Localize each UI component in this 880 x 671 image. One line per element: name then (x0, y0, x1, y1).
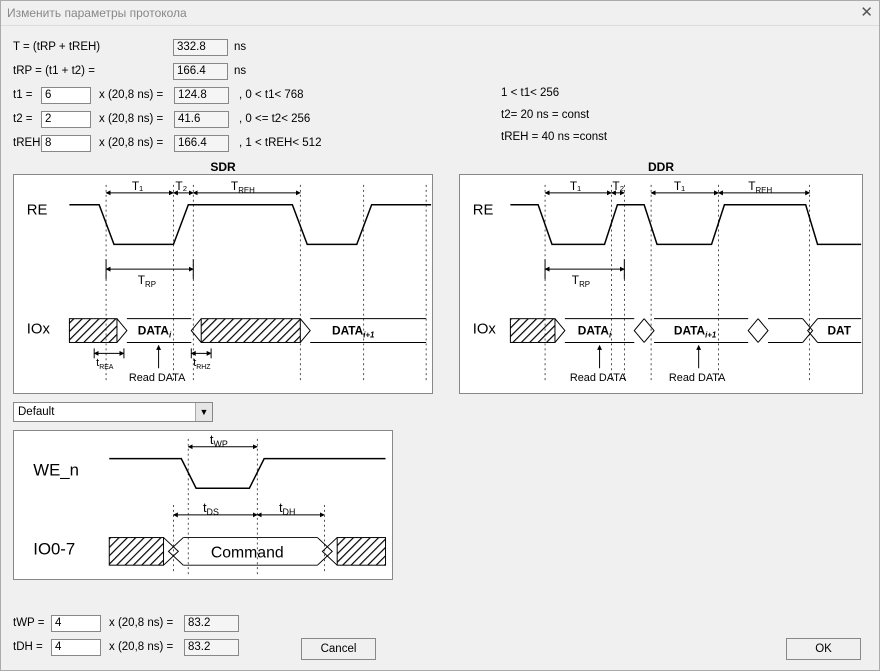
tDH-input[interactable] (51, 639, 101, 656)
tWP-calc (184, 615, 239, 632)
svg-text:IOx: IOx (27, 322, 51, 338)
tRP-value (173, 63, 228, 80)
svg-text:Read DATA: Read DATA (129, 372, 186, 384)
right-t2: t2= 20 ns = const (501, 104, 607, 126)
T-value (173, 39, 228, 56)
tREH-calc (174, 135, 229, 152)
svg-text:T₁: T₁ (570, 179, 581, 193)
t1-label: t1 = (13, 89, 41, 101)
svg-text:Read DATA: Read DATA (669, 372, 726, 384)
sdr-label: SDR (13, 160, 433, 174)
svg-text:IOx: IOx (473, 322, 497, 338)
t1-input[interactable] (41, 87, 91, 104)
cancel-button[interactable]: Cancel (301, 638, 376, 660)
ddr-diagram: RE T₁ T₂ T₁ (459, 174, 863, 394)
mult-label: x (20,8 ns) = (91, 137, 174, 149)
tWP-input[interactable] (51, 615, 101, 632)
right-info: 1 < t1< 256 t2= 20 ns = const tREH = 40 … (501, 82, 607, 148)
svg-text:Read DATA: Read DATA (570, 372, 627, 384)
unit-ns: ns (228, 65, 264, 77)
svg-text:T₂: T₂ (612, 179, 624, 193)
tREH-label: tREH (13, 137, 41, 149)
svg-text:RE: RE (473, 203, 494, 219)
tREH-bound: , 1 < tREH< 512 (229, 137, 321, 149)
svg-text:RE: RE (27, 203, 48, 219)
t2-input[interactable] (41, 111, 91, 128)
dropdown-value: Default (18, 406, 54, 418)
svg-text:DAT: DAT (827, 324, 851, 338)
tDH-label: tDH = (13, 641, 51, 653)
mult-label: x (20,8 ns) = (101, 641, 184, 653)
svg-text:WE_n: WE_n (33, 460, 79, 479)
svg-text:TREH: TREH (231, 179, 255, 195)
sdr-diagram: RE T₁ T₂ (13, 174, 433, 394)
svg-text:IO0-7: IO0-7 (33, 539, 75, 558)
tWP-label: tWP = (13, 617, 51, 629)
ddr-label: DDR (459, 160, 863, 174)
t2-calc (174, 111, 229, 128)
dialog-window: Изменить параметры протокола ✕ T = (tRP … (0, 0, 880, 671)
svg-text:T₁: T₁ (674, 179, 685, 193)
mult-label: x (20,8 ns) = (91, 89, 174, 101)
t2-bound: , 0 <= t2< 256 (229, 113, 310, 125)
ok-button[interactable]: OK (786, 638, 861, 660)
svg-text:tWP: tWP (210, 432, 228, 449)
svg-text:DATAi+1: DATAi+1 (332, 324, 374, 340)
svg-text:Command: Command (211, 544, 284, 561)
mult-label: x (20,8 ns) = (101, 617, 184, 629)
svg-text:TRP: TRP (572, 273, 590, 289)
tRP-label: tRP = (t1 + t2) = (13, 65, 173, 77)
tREH-input[interactable] (41, 135, 91, 152)
svg-text:TREH: TREH (748, 179, 772, 195)
unit-ns: ns (228, 41, 264, 53)
svg-text:tREA: tREA (96, 357, 114, 371)
right-t1: 1 < t1< 256 (501, 82, 607, 104)
svg-text:T₁: T₁ (132, 179, 143, 193)
T-label: T = (tRP + tREH) (13, 41, 173, 53)
svg-text:tDS: tDS (203, 500, 219, 517)
svg-text:T₂: T₂ (175, 179, 187, 193)
t2-label: t2 = (13, 113, 41, 125)
right-tREH: tREH = 40 ns =const (501, 126, 607, 148)
svg-text:TRP: TRP (138, 273, 156, 289)
svg-text:tDH: tDH (279, 500, 295, 517)
tDH-calc (184, 639, 239, 656)
titlebar: Изменить параметры протокола ✕ (1, 1, 879, 26)
svg-text:DATAi: DATAi (578, 324, 612, 340)
chevron-down-icon: ▼ (195, 403, 212, 421)
svg-text:DATAi: DATAi (138, 324, 172, 340)
t1-calc (174, 87, 229, 104)
preset-dropdown[interactable]: Default ▼ (13, 402, 213, 422)
svg-text:tRHZ: tRHZ (193, 357, 211, 371)
close-icon[interactable]: ✕ (849, 1, 873, 25)
mult-label: x (20,8 ns) = (91, 113, 174, 125)
svg-text:DATAi+1: DATAi+1 (674, 324, 716, 340)
t1-bound: , 0 < t1< 768 (229, 89, 304, 101)
we-diagram: WE_n tWP tDS tDH IO0-7 Command (13, 430, 393, 580)
window-title: Изменить параметры протокола (7, 1, 187, 25)
